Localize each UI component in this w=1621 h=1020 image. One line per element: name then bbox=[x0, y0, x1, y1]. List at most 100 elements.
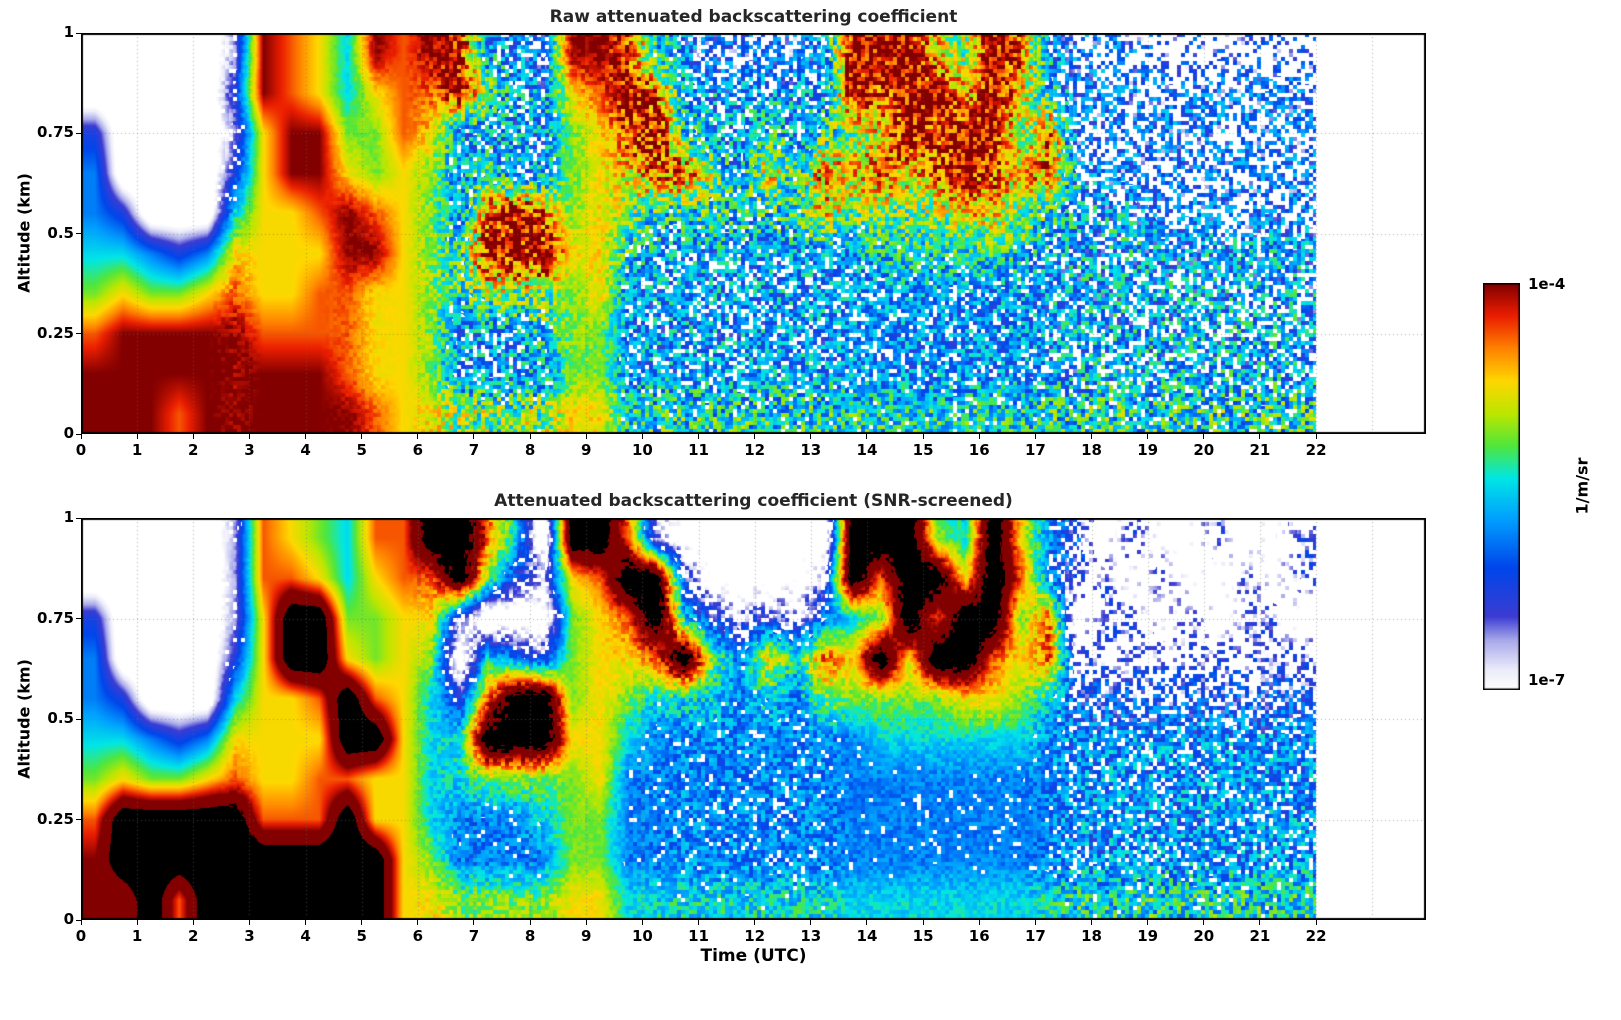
colorbar-min-label: 1e-7 bbox=[1528, 671, 1566, 689]
x-tick bbox=[1147, 434, 1149, 439]
x-tick-label: 14 bbox=[856, 927, 878, 945]
y-tick-label: 0.25 bbox=[36, 323, 74, 342]
x-tick bbox=[585, 434, 587, 439]
colorbar-axis-label: 1/m/sr bbox=[1572, 457, 1592, 515]
y-tick-label: 0.75 bbox=[36, 123, 74, 142]
x-tick-label: 9 bbox=[581, 927, 592, 945]
x-tick bbox=[698, 920, 700, 925]
heatmap-canvas-raw bbox=[81, 33, 1426, 434]
x-tick-label: 9 bbox=[581, 441, 592, 459]
y-tick bbox=[76, 132, 81, 134]
x-tick bbox=[922, 434, 924, 439]
x-tick-label: 4 bbox=[300, 441, 311, 459]
x-tick-label: 0 bbox=[75, 927, 87, 945]
x-tick-label: 16 bbox=[968, 927, 990, 945]
x-tick-label: 10 bbox=[631, 927, 653, 945]
colorbar-max-label: 1e-4 bbox=[1528, 275, 1566, 293]
x-tick bbox=[417, 434, 419, 439]
y-tick bbox=[76, 718, 81, 720]
x-tick bbox=[1091, 434, 1093, 439]
x-tick bbox=[248, 920, 250, 925]
x-tick bbox=[529, 920, 531, 925]
y-tick bbox=[76, 618, 81, 619]
x-tick-label: 8 bbox=[524, 441, 536, 459]
x-tick bbox=[922, 920, 924, 925]
y-tick-label: 1 bbox=[63, 508, 74, 526]
x-tick-label: 5 bbox=[356, 441, 367, 459]
x-tick bbox=[192, 920, 194, 925]
x-tick-label: 20 bbox=[1193, 927, 1215, 945]
y-tick bbox=[76, 517, 81, 519]
x-tick bbox=[754, 434, 756, 439]
x-tick bbox=[136, 920, 138, 925]
x-tick-label: 19 bbox=[1137, 927, 1159, 945]
y-tick-label: 1 bbox=[63, 23, 74, 41]
y-tick bbox=[76, 919, 81, 921]
x-tick-label: 2 bbox=[188, 927, 199, 945]
colorbar-canvas bbox=[1483, 283, 1520, 690]
x-tick bbox=[810, 434, 812, 439]
panel-title-screened: Attenuated backscattering coefficient (S… bbox=[494, 491, 1013, 511]
y-tick-label: 0.25 bbox=[36, 809, 74, 828]
x-tick bbox=[1315, 920, 1317, 925]
x-tick-label: 22 bbox=[1305, 441, 1327, 459]
x-tick bbox=[978, 920, 980, 925]
x-tick-label: 4 bbox=[300, 927, 311, 945]
y-tick bbox=[76, 233, 81, 234]
x-tick bbox=[417, 920, 419, 925]
x-tick bbox=[248, 434, 250, 439]
x-tick bbox=[361, 434, 363, 439]
y-tick bbox=[76, 819, 81, 820]
x-tick-label: 17 bbox=[1024, 441, 1046, 459]
x-tick bbox=[641, 920, 643, 925]
x-tick-label: 21 bbox=[1249, 927, 1271, 945]
y-tick-label: 0.5 bbox=[47, 223, 74, 242]
x-tick-label: 22 bbox=[1305, 927, 1327, 945]
x-tick bbox=[1203, 434, 1205, 439]
x-tick-label: 14 bbox=[856, 441, 878, 459]
x-tick-label: 17 bbox=[1024, 927, 1046, 945]
x-tick bbox=[978, 434, 980, 439]
y-tick-label: 0.75 bbox=[36, 608, 74, 627]
x-tick-label: 18 bbox=[1081, 441, 1102, 459]
x-tick bbox=[361, 920, 363, 925]
x-tick-label: 1 bbox=[131, 927, 143, 945]
x-tick-label: 2 bbox=[188, 441, 199, 459]
x-tick-label: 3 bbox=[244, 927, 255, 945]
y-tick-label: 0 bbox=[63, 910, 74, 928]
x-tick-label: 10 bbox=[631, 441, 653, 459]
x-tick-label: 11 bbox=[688, 927, 709, 945]
x-tick-label: 21 bbox=[1249, 441, 1271, 459]
x-tick bbox=[585, 920, 587, 925]
x-tick-label: 11 bbox=[688, 441, 709, 459]
y-tick-label: 0 bbox=[63, 424, 74, 442]
x-tick bbox=[1203, 920, 1205, 925]
x-tick bbox=[80, 920, 82, 925]
x-tick-label: 3 bbox=[244, 441, 255, 459]
y-tick bbox=[76, 333, 81, 335]
x-tick-label: 1 bbox=[131, 441, 143, 459]
panel-title-raw: Raw attenuated backscattering coefficien… bbox=[549, 7, 958, 27]
x-tick-label: 7 bbox=[468, 927, 480, 945]
x-tick-label: 6 bbox=[412, 927, 424, 945]
x-tick bbox=[1147, 920, 1149, 925]
x-tick bbox=[529, 434, 531, 439]
x-tick-label: 15 bbox=[912, 927, 934, 945]
x-tick-label: 13 bbox=[800, 441, 822, 459]
x-tick bbox=[1315, 434, 1317, 439]
x-tick bbox=[192, 434, 194, 439]
x-tick-label: 6 bbox=[412, 441, 424, 459]
x-tick-label: 0 bbox=[75, 441, 87, 459]
x-tick-label: 7 bbox=[468, 441, 480, 459]
x-tick bbox=[754, 920, 756, 925]
x-tick bbox=[866, 434, 868, 439]
x-tick bbox=[473, 434, 475, 439]
x-tick bbox=[810, 920, 812, 925]
x-tick-label: 8 bbox=[524, 927, 536, 945]
x-tick bbox=[1034, 920, 1036, 925]
x-tick-label: 12 bbox=[744, 927, 766, 945]
x-tick bbox=[866, 920, 868, 925]
x-tick bbox=[305, 434, 307, 439]
x-tick-label: 16 bbox=[968, 441, 990, 459]
